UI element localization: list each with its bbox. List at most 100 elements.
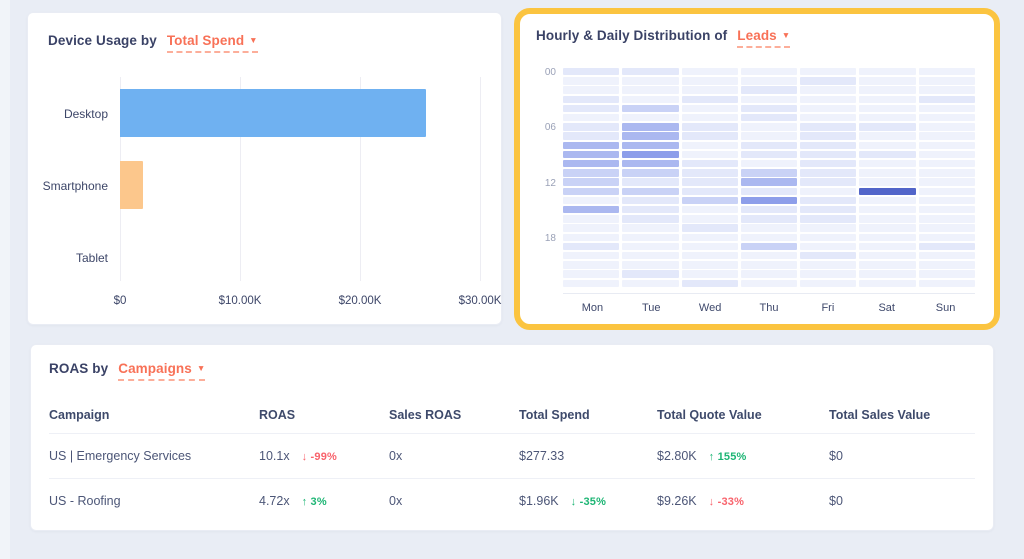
heatmap-cell	[918, 68, 975, 76]
heatmap-cell	[918, 178, 975, 186]
heatmap-cell	[918, 279, 975, 288]
heatmap-cell	[800, 169, 857, 177]
heatmap-title: Hourly & Daily Distribution of Leads ▼	[520, 14, 994, 48]
heatmap-cell	[563, 206, 620, 214]
heatmap-cell	[859, 86, 916, 94]
heatmap-cell	[800, 160, 857, 168]
heatmap-cell	[563, 104, 620, 113]
heatmap-cell	[800, 86, 857, 94]
heatmap-cell	[622, 224, 679, 232]
x-tick-label: $0	[113, 295, 127, 307]
heatmap-cell	[681, 150, 738, 159]
column-header: Campaign	[49, 408, 110, 422]
heatmap-cell	[681, 86, 738, 94]
heatmap-cell	[918, 270, 975, 278]
heatmap-metric-selector[interactable]: Leads ▼	[737, 28, 791, 48]
heatmap-cell	[859, 77, 916, 85]
heatmap-cell	[563, 132, 620, 140]
heatmap-cell	[740, 160, 798, 168]
heatmap-cell	[859, 141, 916, 150]
heatmap-cell	[563, 196, 620, 205]
device-bar-plot	[120, 73, 481, 281]
heatmap-cell	[918, 104, 975, 113]
heatmap-cell	[681, 215, 738, 223]
heatmap-cell	[563, 178, 620, 186]
heatmap-grid	[563, 68, 975, 289]
heatmap-cell	[622, 279, 679, 288]
heatmap-cell	[859, 206, 916, 214]
heatmap-cell	[859, 242, 916, 251]
heatmap-cell	[740, 242, 798, 251]
heatmap-cell	[563, 215, 620, 223]
heatmap-cell	[681, 77, 738, 85]
heatmap-cell	[859, 68, 916, 76]
delta-down-badge: ↓ -35%	[570, 496, 607, 508]
heatmap-cell	[859, 224, 916, 232]
table-divider	[49, 478, 975, 479]
heatmap-cell	[800, 196, 857, 205]
gridline	[480, 77, 481, 281]
day-label: Sat	[878, 302, 895, 314]
metric-value: $9.26K	[657, 494, 697, 508]
heatmap-cell	[918, 86, 975, 94]
heatmap-cell	[681, 141, 738, 150]
heatmap-cell	[859, 196, 916, 205]
heatmap-cell	[859, 123, 916, 131]
cell-metric: $9.26K ↓ -33%	[657, 494, 829, 508]
heatmap-cell	[622, 215, 679, 223]
heatmap-cell	[622, 68, 679, 76]
heatmap-baseline	[563, 293, 975, 294]
heatmap-cell	[918, 206, 975, 214]
heatmap-cell	[800, 206, 857, 214]
heatmap-cell	[740, 114, 798, 122]
heatmap-cell	[622, 123, 679, 131]
heatmap-cell	[622, 187, 679, 196]
cell-metric: $0	[829, 494, 975, 508]
cell-metric: 0x	[389, 494, 519, 508]
heatmap-cell	[622, 141, 679, 150]
heatmap-cell	[622, 261, 679, 269]
heatmap-cell	[681, 252, 738, 260]
heatmap-cell	[563, 233, 620, 242]
heatmap-cell	[800, 242, 857, 251]
heatmap-cell	[800, 279, 857, 288]
heatmap-cell	[918, 169, 975, 177]
heatmap-day-axis: Mon Tue Wed Thu Fri Sat Sun	[563, 302, 975, 314]
device-usage-panel: Device Usage by Total Spend ▼ Desktop Sma…	[27, 12, 502, 325]
device-metric-selector[interactable]: Total Spend ▼	[166, 33, 258, 53]
heatmap-cell	[681, 196, 738, 205]
heatmap-cell	[563, 77, 620, 85]
heatmap-cell	[918, 114, 975, 122]
heatmap-cell	[563, 261, 620, 269]
heatmap-cell	[740, 95, 798, 103]
heatmap-cell	[859, 261, 916, 269]
metric-value: 10.1x	[259, 449, 290, 463]
heatmap-cell	[859, 187, 916, 196]
heatmap-cell	[563, 224, 620, 232]
metric-value: 0x	[389, 449, 403, 463]
metric-value: 4.72x	[259, 494, 290, 508]
heatmap-cell	[563, 279, 620, 288]
heatmap-cell	[563, 160, 620, 168]
heatmap-cell	[563, 187, 620, 196]
heatmap-cell	[918, 242, 975, 251]
heatmap-cell	[681, 261, 738, 269]
heatmap-cell	[563, 141, 620, 150]
hour-label: 00	[544, 67, 556, 78]
heatmap-cell	[918, 123, 975, 131]
x-tick-label: $10.00K	[218, 295, 262, 307]
heatmap-cell	[563, 68, 620, 76]
heatmap-cell	[622, 150, 679, 159]
cell-metric: $277.33	[519, 449, 657, 463]
heatmap-cell	[681, 279, 738, 288]
heatmap-cell	[918, 160, 975, 168]
heatmap-cell	[800, 68, 857, 76]
heatmap-metric-selector-label: Leads	[737, 28, 777, 43]
heatmap-cell	[622, 114, 679, 122]
heatmap-cell	[681, 114, 738, 122]
roas-dimension-selector[interactable]: Campaigns ▼	[118, 361, 206, 381]
gridline	[240, 77, 241, 281]
heatmap-cell	[800, 270, 857, 278]
heatmap-cell	[740, 141, 798, 150]
heatmap-cell	[918, 132, 975, 140]
